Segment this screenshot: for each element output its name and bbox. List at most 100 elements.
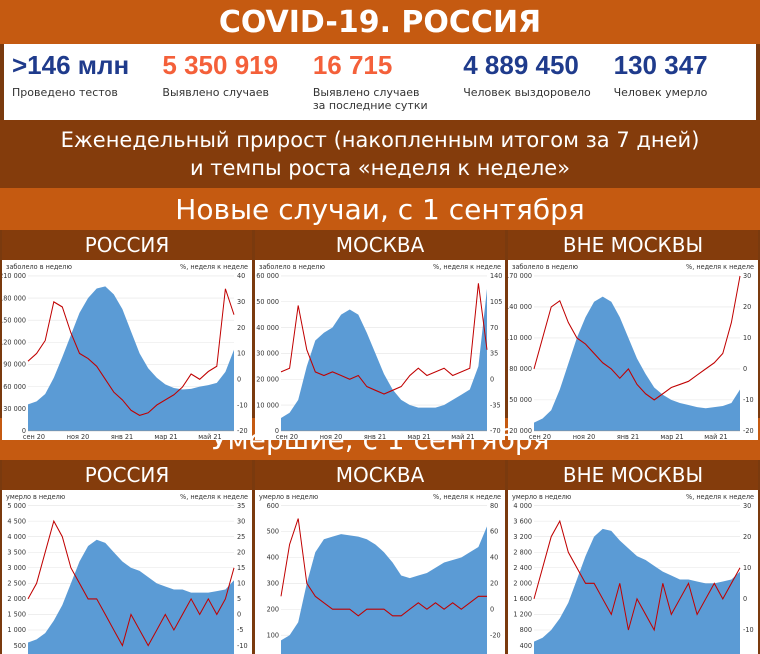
xtick: мар 21 [407,432,430,440]
stat-label: Проведено тестов [12,86,118,99]
ytick-right: 0 [237,375,241,384]
ytick-right: 0 [237,610,241,618]
ytick-left: 4 000 [7,533,26,541]
area-series [28,286,234,431]
growth-line-series [533,519,741,632]
ytick-left: 4 500 [7,517,26,525]
ytick-right: 35 [237,501,245,509]
area-series [28,539,234,654]
ytick-left: 3 600 [513,517,532,525]
xtick: мар 21 [154,432,177,440]
ytick-left: 110 000 [508,334,532,343]
ytick-right: 10 [237,349,245,358]
ytick-right: 105 [490,298,502,307]
chart-deaths-outside-moscow: умерло в неделю %, неделя к неделе 0 400 800… [508,490,758,654]
ytick-right: 30 [743,272,751,281]
ylabel-right: %, неделя к неделе [180,263,248,272]
ytick-left: 150 000 [2,316,26,325]
ytick-right: -10 [743,626,754,634]
ytick-left: 600 [267,501,279,509]
panel-label-russia: РОССИЯ [2,230,252,260]
ytick-right: 0 [743,595,747,603]
section-title-cases: Новые случаи, с 1 сентября [0,188,760,230]
growth-line-series [280,518,487,617]
ytick-left: 170 000 [508,272,532,281]
ylabel-left: умерло в неделю [6,493,65,501]
ylabel-right: %, неделя к неделе [686,493,754,501]
ytick-right: 10 [237,579,245,587]
ytick-left: 2 500 [7,579,26,587]
ylabel-right: %, неделя к неделе [433,263,501,272]
ylabel-left: заболело в неделю [259,263,325,272]
ytick-left: 2 800 [513,548,532,556]
chart-svg: умерло в неделю %, неделя к неделе 0 100 200… [259,493,501,654]
ytick-left: 3 000 [7,564,26,572]
stat-value: >146 млн [12,50,130,80]
xtick: ноя 20 [320,432,342,440]
ylabel-right: %, неделя к неделе [180,493,248,501]
stat-daily-cases: 16 715 Выявлено случаев за последние сут… [305,44,455,120]
ytick-left: 120 000 [2,338,26,347]
ytick-right: 5 [237,595,241,603]
ytick-left: 30 000 [256,349,279,358]
ytick-left: 5 000 [7,501,26,509]
growth-line-series [27,288,235,417]
stats-panel: >146 млн Проведено тестов 5 350 919 Выяв… [4,44,756,120]
ytick-right: 40 [237,272,245,281]
ylabel-right: %, неделя к неделе [433,493,501,501]
chart-svg: умерло в неделю %, неделя к неделе 0 500 1 0… [6,493,248,654]
xtick: ноя 20 [573,432,595,440]
growth-line-series [27,519,235,647]
stat-label: Выявлено случаев [162,86,270,99]
ytick-left: 210 000 [2,272,26,281]
chart-cases-moscow: заболело в неделю %, неделя к неделе 0 10 0… [255,260,505,440]
ytick-left: 1 600 [513,595,532,603]
chart-svg: заболело в неделю %, неделя к неделе 0 30 0… [2,263,248,440]
ytick-right: 0 [490,375,494,384]
ytick-right: 30 [237,517,245,525]
ylabel-left: заболело в неделю [512,263,578,272]
ytick-left: 3 500 [7,548,26,556]
ytick-right: -35 [490,401,501,410]
ytick-right: -10 [743,396,754,405]
chart-svg: умерло в неделю %, неделя к неделе 0 400 800… [512,493,754,654]
ylabel-left: умерло в неделю [512,493,571,501]
ytick-right: 20 [237,548,245,556]
ytick-right: 30 [237,298,245,307]
ytick-right: 80 [490,501,498,509]
ytick-left: 180 000 [2,294,26,303]
ytick-left: 60 000 [3,383,26,392]
stat-value: 4 889 450 [463,50,579,80]
chart-deaths-moscow: умерло в неделю %, неделя к неделе 0 100 200… [255,490,505,654]
ytick-left: 300 [267,579,279,587]
xtick: мар 21 [660,432,683,440]
ylabel-right: %, неделя к неделе [686,263,754,272]
ytick-left: 500 [267,527,279,535]
ytick-right: 20 [490,579,498,587]
chart-cases-russia: заболело в неделю %, неделя к неделе 0 30 0… [2,260,252,440]
ytick-left: 50 000 [256,298,279,307]
chart-svg: заболело в неделю %, неделя к неделе 0 10 0… [256,263,502,440]
ytick-left: 2 400 [513,564,532,572]
ytick-right: -20 [743,427,754,436]
ytick-right: 20 [743,533,751,541]
ytick-left: 90 000 [3,360,26,369]
ytick-right: 30 [743,501,751,509]
ytick-left: 20 000 [256,375,279,384]
ytick-right: 25 [237,533,245,541]
ytick-left: 200 [267,605,279,613]
ytick-left: 400 [267,553,279,561]
ytick-left: 1 000 [7,626,26,634]
panel-label-moscow: МОСКВА [255,230,505,260]
ytick-right: 40 [490,553,498,561]
panel-label-outside-moscow: ВНЕ МОСКВЫ [508,460,758,490]
ytick-left: 800 [520,626,532,634]
panel-label-moscow: МОСКВА [255,460,505,490]
xtick: сен 20 [276,432,298,440]
ytick-right: 20 [743,303,751,312]
ytick-right: 20 [237,323,245,332]
ytick-left: 60 000 [256,272,279,281]
xtick: май 21 [704,432,727,440]
ytick-left: 500 [14,641,26,649]
growth-line-series [533,275,741,401]
